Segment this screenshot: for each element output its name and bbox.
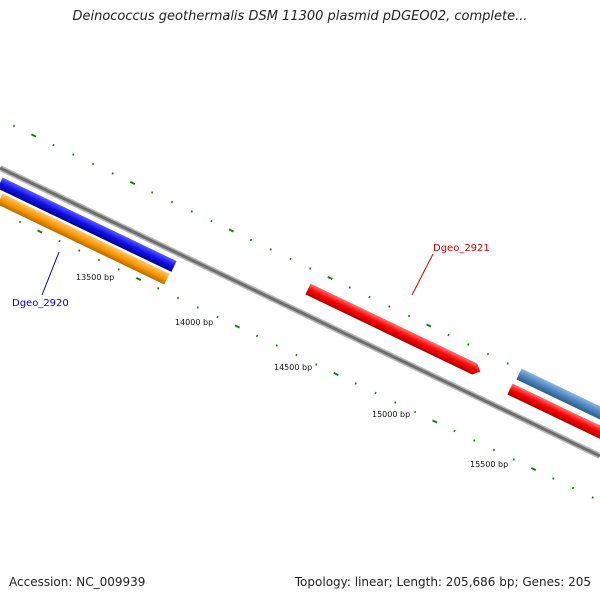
upper-tick <box>368 295 371 299</box>
upper-tick <box>31 133 37 138</box>
upper-tick <box>506 362 509 365</box>
lower-tick <box>234 324 240 329</box>
leader-line-dgeo-2920 <box>41 251 60 296</box>
upper-tick <box>228 228 234 233</box>
gene-label-dgeo-2921[interactable]: Dgeo_2921 <box>433 243 490 254</box>
upper-tick <box>407 314 411 318</box>
upper-tick <box>309 267 312 270</box>
gene-dgeo-2921[interactable] <box>305 283 482 377</box>
lower-tick <box>157 287 160 290</box>
lower-tick <box>591 496 594 499</box>
upper-tick <box>348 286 351 289</box>
lower-tick <box>275 344 278 347</box>
lower-tick <box>18 220 22 224</box>
scale-label-15000: 15000 bp <box>372 410 410 419</box>
lower-tick <box>512 458 515 461</box>
upper-tick <box>388 305 391 308</box>
upper-tick <box>269 248 272 251</box>
lower-tick <box>530 467 537 471</box>
upper-tick <box>210 219 213 223</box>
tick-row-lower <box>18 220 594 499</box>
lower-tick <box>394 401 397 404</box>
lower-tick <box>117 268 120 271</box>
lower-tick <box>354 382 357 385</box>
scale-label-15500: 15500 bp <box>470 460 508 469</box>
accession-text: Accession: NC_009939 <box>9 575 146 589</box>
lower-tick <box>176 296 180 300</box>
upper-tick <box>486 352 490 356</box>
lower-tick <box>37 229 43 234</box>
lower-tick <box>492 448 496 452</box>
upper-tick <box>12 124 16 128</box>
gene-orange[interactable] <box>0 193 170 285</box>
lower-tick <box>135 277 142 281</box>
lower-tick <box>453 429 456 433</box>
upper-tick <box>289 257 292 261</box>
lower-tick <box>255 334 259 338</box>
scale-label-13500: 13500 bp <box>76 273 114 282</box>
upper-tick <box>426 323 432 328</box>
lower-tick <box>58 239 61 243</box>
lower-tick <box>432 419 438 424</box>
upper-tick <box>327 276 333 280</box>
genome-summary-text: Topology: linear; Length: 205,686 bp; Ge… <box>294 575 591 589</box>
upper-tick <box>91 162 95 166</box>
gene-red-right[interactable] <box>507 383 600 447</box>
lower-tick <box>333 372 339 376</box>
upper-tick <box>467 343 470 346</box>
lower-tick <box>473 439 476 442</box>
lower-tick <box>571 486 575 490</box>
map-title: Deinococcus geothermalis DSM 11300 plasm… <box>72 9 528 24</box>
lower-tick <box>78 249 81 252</box>
gene-steelblue[interactable] <box>516 368 600 428</box>
scale-label-14000: 14000 bp <box>175 318 213 327</box>
upper-tick <box>190 210 193 213</box>
lower-tick <box>552 477 555 480</box>
upper-tick <box>52 143 55 147</box>
lower-tick <box>374 391 377 395</box>
backbone-line <box>0 165 600 459</box>
lower-tick <box>216 315 219 319</box>
upper-tick <box>249 238 253 242</box>
upper-tick <box>447 333 450 337</box>
upper-tick <box>151 191 154 194</box>
leader-line-dgeo-2921 <box>411 253 434 296</box>
gene-blue[interactable] <box>0 177 177 272</box>
scale-label-14500: 14500 bp <box>274 363 312 372</box>
upper-tick <box>129 181 136 185</box>
upper-tick <box>170 200 174 204</box>
gene-label-dgeo-2920[interactable]: Dgeo_2920 <box>12 298 69 309</box>
lower-tick <box>315 363 318 366</box>
lower-tick <box>196 306 199 309</box>
lower-tick <box>97 258 101 262</box>
upper-tick <box>111 172 114 175</box>
upper-tick <box>72 153 75 156</box>
lower-tick <box>413 410 417 414</box>
tick-row-upper <box>12 124 588 403</box>
lower-tick <box>295 353 298 357</box>
